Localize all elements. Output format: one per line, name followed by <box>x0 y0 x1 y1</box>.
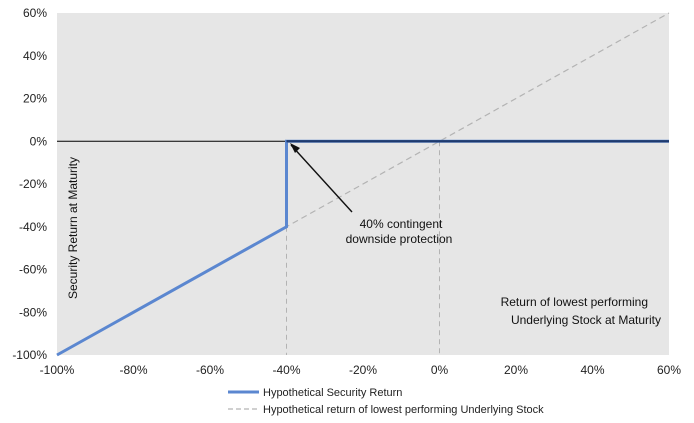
y-tick-label: 40% <box>23 49 47 63</box>
y-axis-label: Security Return at Maturity <box>66 157 80 299</box>
legend-label-security: Hypothetical Security Return <box>263 387 402 399</box>
x-axis-label-line1: Return of lowest performing <box>501 295 648 309</box>
y-tick-label: -100% <box>12 348 47 362</box>
y-tick-labels: -100% -80% -60% -40% -20% 0% 20% 40% 60% <box>12 6 47 362</box>
annotation-arrow <box>290 144 353 213</box>
legend-label-underlying: Hypothetical return of lowest performing… <box>263 404 544 416</box>
x-tick-label: 0% <box>431 363 449 377</box>
x-tick-labels: -100% -80% -60% -40% -20% 0% 20% 40% 60% <box>40 363 682 377</box>
series-group <box>56 12 670 357</box>
x-tick-label: -40% <box>272 363 300 377</box>
annotation-line2: downside protection <box>346 232 453 246</box>
y-tick-label: -20% <box>19 177 47 191</box>
annotation-arrowhead <box>290 143 300 153</box>
x-tick-label: 20% <box>504 363 528 377</box>
series-line-underlying <box>56 12 670 356</box>
x-tick-label: -20% <box>349 363 377 377</box>
y-tick-label: 60% <box>23 6 47 20</box>
x-tick-label: 40% <box>580 363 604 377</box>
x-tick-label: 60% <box>657 363 681 377</box>
x-axis-label-line2: Underlying Stock at Maturity <box>511 313 661 327</box>
y-tick-label: 20% <box>23 92 47 106</box>
y-tick-label: -60% <box>19 263 47 277</box>
y-tick-label: 0% <box>30 134 48 148</box>
x-tick-label: -60% <box>196 363 224 377</box>
y-tick-label: -80% <box>19 305 47 319</box>
x-tick-label: -100% <box>40 363 75 377</box>
y-tick-label: -40% <box>19 220 47 234</box>
x-tick-label: -80% <box>119 363 147 377</box>
annotation-line1: 40% contingent <box>360 217 443 231</box>
